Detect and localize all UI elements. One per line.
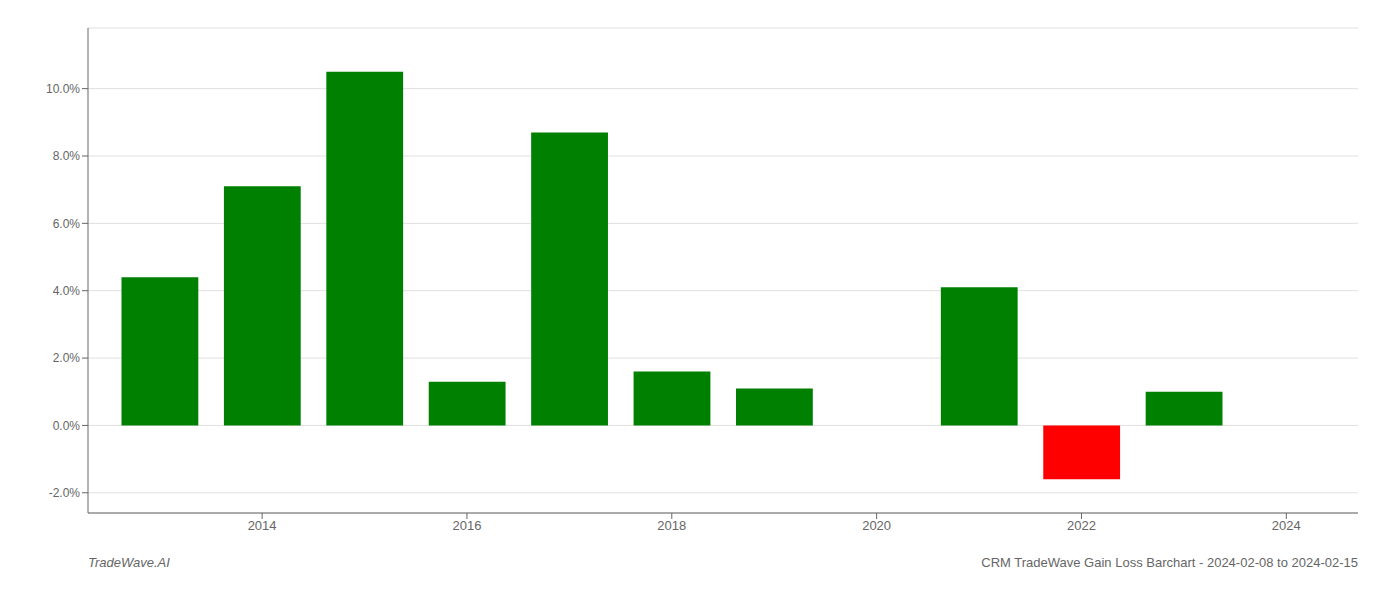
svg-text:2020: 2020 [862, 518, 891, 533]
svg-text:0.0%: 0.0% [53, 419, 81, 433]
svg-text:2014: 2014 [248, 518, 277, 533]
svg-text:2018: 2018 [657, 518, 686, 533]
html-text:TradeWave.AI: TradeWave.AI [88, 555, 170, 570]
svg-text:2016: 2016 [452, 518, 481, 533]
svg-text:2024: 2024 [1272, 518, 1301, 533]
svg-text:6.0%: 6.0% [53, 217, 81, 231]
html-text:CRM TradeWave Gain Loss Barcha: CRM TradeWave Gain Loss Barchart - 2024-… [981, 555, 1358, 570]
svg-text:4.0%: 4.0% [53, 284, 81, 298]
svg-text:8.0%: 8.0% [53, 149, 81, 163]
svg-text:2.0%: 2.0% [53, 351, 81, 365]
svg-text:-2.0%: -2.0% [49, 486, 81, 500]
svg-text:2022: 2022 [1067, 518, 1096, 533]
svg-text:10.0%: 10.0% [46, 82, 80, 96]
